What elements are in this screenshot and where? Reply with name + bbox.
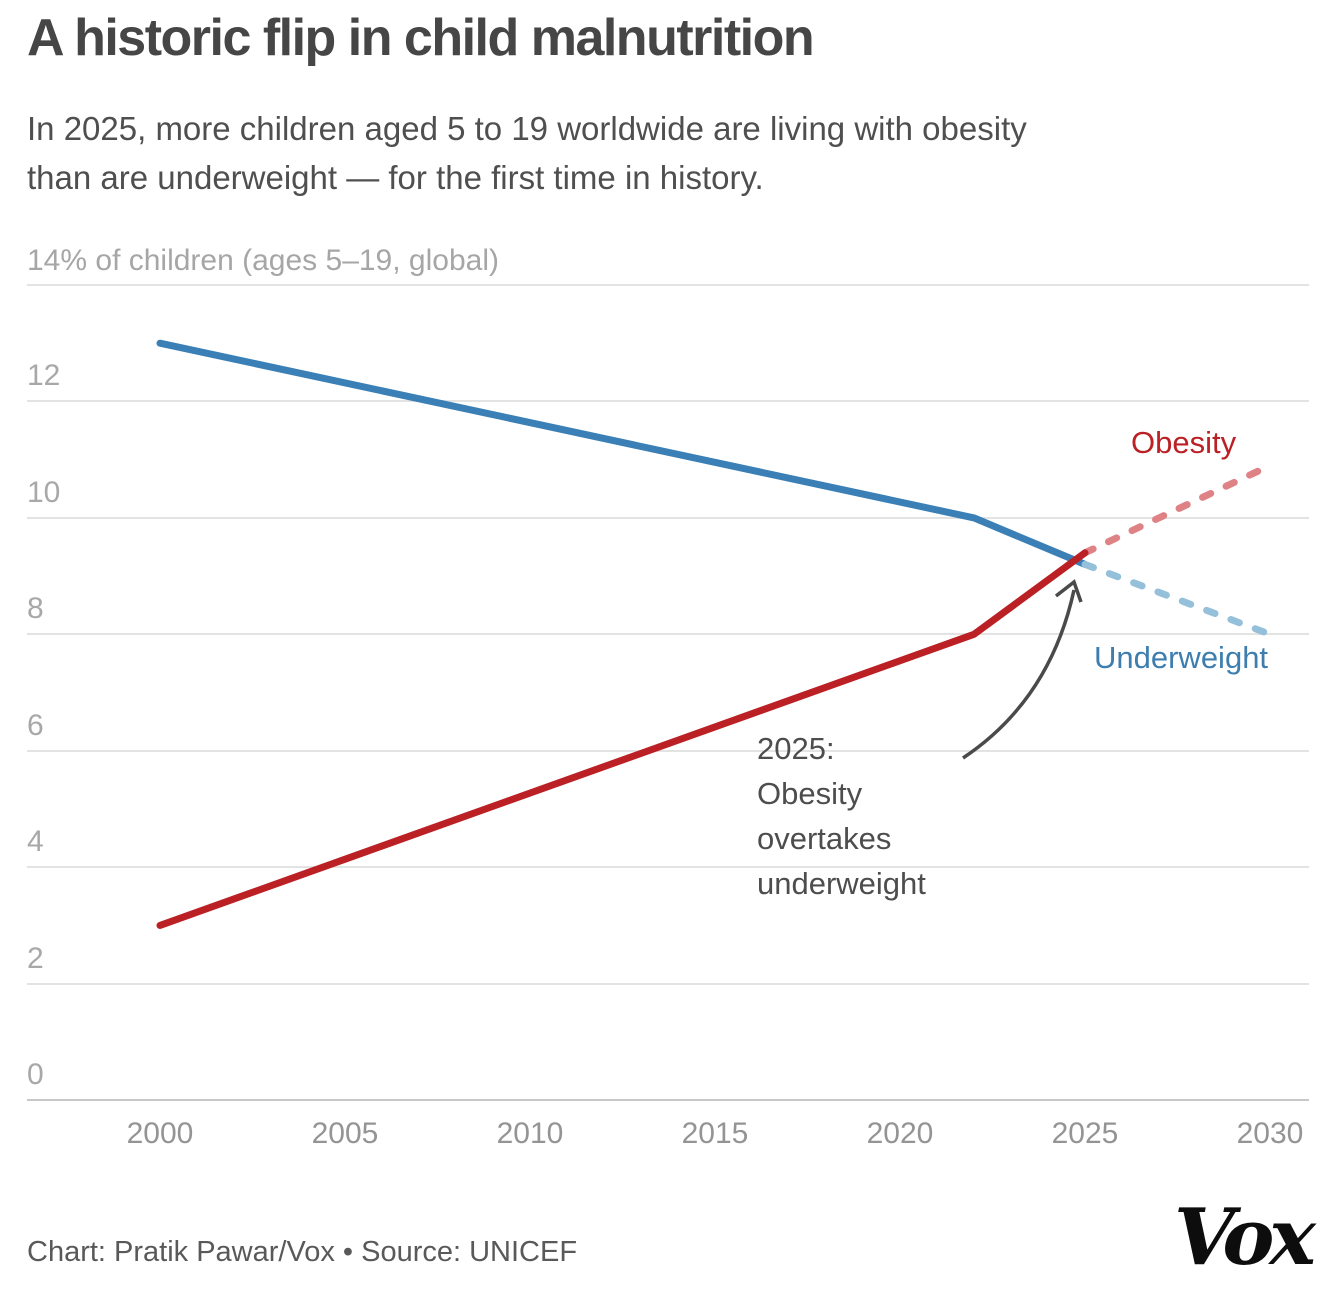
obesity-projected-line — [1081, 462, 1274, 557]
x-tick-2020: 2020 — [866, 1117, 934, 1150]
obesity-line — [156, 549, 1089, 929]
y-tick-4: 4 — [27, 825, 44, 858]
vox-logo: Vox — [1174, 1192, 1316, 1283]
underweight-projected-line — [1081, 560, 1274, 638]
page-title: A historic flip in child malnutrition — [27, 9, 815, 67]
gridlines — [27, 284, 1309, 1101]
annotation-block: 2025: Obesity overtakes underweight — [757, 726, 926, 906]
x-tick-2005: 2005 — [311, 1117, 379, 1150]
y-axis-unit-label: 14% of children (ages 5–19, global) — [27, 244, 499, 277]
annotation-line: Obesity — [757, 776, 863, 811]
underweight-line — [156, 339, 1089, 568]
y-tick-0: 0 — [27, 1058, 44, 1091]
y-tick-8: 8 — [27, 592, 44, 625]
subtitle-line-2: than are underweight — for the first tim… — [27, 159, 764, 196]
annotation-line: overtakes — [757, 821, 892, 856]
underweight-series-label: Underweight — [1094, 640, 1269, 675]
x-tick-2010: 2010 — [496, 1117, 564, 1150]
x-tick-2025: 2025 — [1051, 1117, 1119, 1150]
x-tick-2030: 2030 — [1236, 1117, 1304, 1150]
subtitle-line-1: In 2025, more children aged 5 to 19 worl… — [27, 110, 1027, 147]
obesity-series-label: Obesity — [1131, 425, 1237, 460]
y-tick-12: 12 — [27, 359, 61, 392]
x-tick-2015: 2015 — [681, 1117, 749, 1150]
y-tick-10: 10 — [27, 476, 61, 509]
annotation-line: 2025: — [757, 731, 835, 766]
credit-source-line: Chart: Pratik Pawar/Vox • Source: UNICEF — [27, 1236, 578, 1268]
y-tick-2: 2 — [27, 942, 44, 975]
x-tick-2000: 2000 — [126, 1117, 194, 1150]
annotation-arrow — [962, 579, 1083, 760]
annotation-line: underweight — [757, 866, 926, 901]
y-tick-6: 6 — [27, 709, 44, 742]
